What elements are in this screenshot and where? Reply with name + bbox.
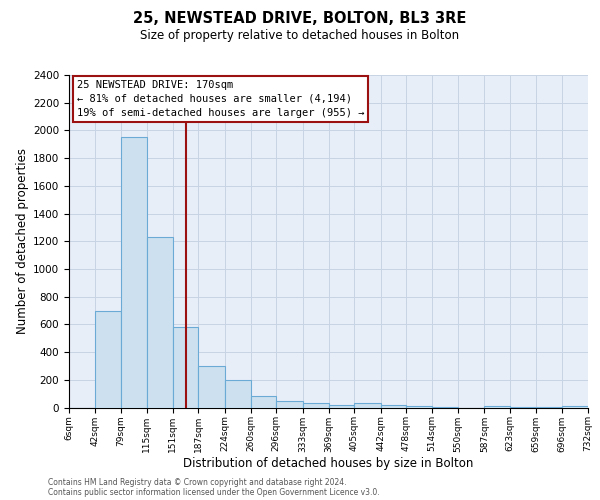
Bar: [121, 138, 147, 407]
Bar: [406, 406, 432, 407]
Bar: [562, 406, 588, 407]
Y-axis label: Number of detached properties: Number of detached properties: [16, 148, 29, 334]
Bar: [329, 404, 354, 407]
Text: Contains public sector information licensed under the Open Government Licence v3: Contains public sector information licen…: [48, 488, 380, 497]
X-axis label: Distribution of detached houses by size in Bolton: Distribution of detached houses by size …: [184, 457, 473, 470]
Text: Contains HM Land Registry data © Crown copyright and database right 2024.: Contains HM Land Registry data © Crown c…: [48, 478, 347, 487]
Bar: [354, 404, 380, 407]
Bar: [303, 404, 329, 407]
Bar: [225, 380, 251, 407]
Text: Size of property relative to detached houses in Bolton: Size of property relative to detached ho…: [140, 29, 460, 42]
Bar: [510, 407, 536, 408]
Bar: [536, 407, 562, 408]
Text: 25, NEWSTEAD DRIVE, BOLTON, BL3 3RE: 25, NEWSTEAD DRIVE, BOLTON, BL3 3RE: [133, 11, 467, 26]
Bar: [277, 400, 303, 407]
Bar: [251, 396, 277, 407]
Bar: [173, 327, 199, 407]
Bar: [380, 406, 406, 407]
Bar: [199, 366, 225, 408]
Bar: [147, 237, 173, 408]
Text: 25 NEWSTEAD DRIVE: 170sqm
← 81% of detached houses are smaller (4,194)
19% of se: 25 NEWSTEAD DRIVE: 170sqm ← 81% of detac…: [77, 80, 364, 118]
Bar: [95, 310, 121, 408]
Bar: [484, 406, 510, 407]
Bar: [432, 407, 458, 408]
